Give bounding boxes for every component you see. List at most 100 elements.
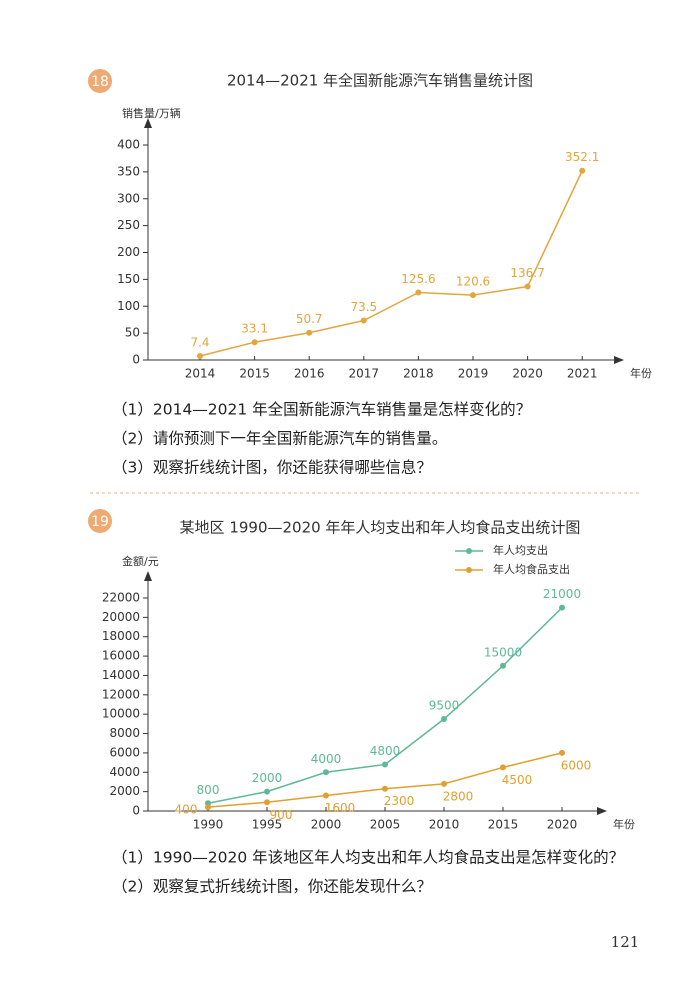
y-axis-label: 销售量/万辆 xyxy=(122,106,181,120)
value-label: 50.7 xyxy=(296,312,323,326)
y-axis-label: 金额/元 xyxy=(122,554,159,568)
y-tick-label: 14000 xyxy=(102,668,140,682)
point xyxy=(441,780,447,787)
question: （2）观察复式折线统计图，你还能发现什么？ xyxy=(112,878,432,896)
problem-badge xyxy=(88,69,112,93)
question: （1）1990—2020 年该地区年人均支出和年人均食品支出是怎样变化的？ xyxy=(112,849,624,867)
value-label: 125.6 xyxy=(401,272,435,286)
y-tick-label: 400 xyxy=(117,138,140,152)
point xyxy=(205,804,211,811)
value-label: 4000 xyxy=(311,752,342,766)
y-tick-label: 50 xyxy=(125,326,140,340)
x-tick-label: 2016 xyxy=(294,367,325,381)
value-label: 73.5 xyxy=(350,300,377,314)
y-tick-label: 12000 xyxy=(102,687,140,701)
value-label: 352.1 xyxy=(565,150,599,164)
point xyxy=(559,749,565,756)
value-label: 7.4 xyxy=(190,336,209,350)
value-label: 120.6 xyxy=(456,275,490,289)
problem-number: 18 xyxy=(91,74,109,90)
legend-marker xyxy=(466,548,472,554)
value-label: 136.7 xyxy=(510,266,544,280)
x-tick-label: 2000 xyxy=(311,818,342,832)
problem-number: 19 xyxy=(91,514,109,530)
y-axis-arrow xyxy=(144,571,152,581)
y-tick-label: 0 xyxy=(132,353,140,367)
value-label: 800 xyxy=(197,783,220,797)
value-label: 4800 xyxy=(370,744,401,758)
question: （1）2014—2021 年全国新能源汽车销售量是怎样变化的？ xyxy=(112,401,531,419)
point xyxy=(470,292,476,299)
x-tick-label: 1995 xyxy=(252,818,283,832)
value-label: 2800 xyxy=(443,789,474,803)
point xyxy=(306,329,313,336)
y-tick-label: 6000 xyxy=(109,745,140,759)
point xyxy=(323,792,329,799)
y-tick-label: 100 xyxy=(117,299,140,313)
x-axis-arrow xyxy=(614,356,624,364)
value-label: 6000 xyxy=(561,758,592,772)
chart-title: 2014—2021 年全国新能源汽车销售量统计图 xyxy=(227,72,533,90)
legend-marker xyxy=(466,567,472,573)
point xyxy=(197,353,203,360)
x-tick-label: 1990 xyxy=(193,818,224,832)
value-label: 2000 xyxy=(252,771,283,785)
y-tick-label: 10000 xyxy=(102,707,140,721)
question: （2）请你预测下一年全国新能源汽车的销售量。 xyxy=(112,430,447,448)
point xyxy=(415,289,422,296)
point xyxy=(323,769,329,776)
point xyxy=(500,764,506,771)
point xyxy=(251,339,258,346)
question: （3）观察折线统计图，你还能获得哪些信息？ xyxy=(112,459,432,477)
y-tick-label: 4000 xyxy=(109,765,140,779)
x-tick-label: 2015 xyxy=(239,367,270,381)
value-label: 2300 xyxy=(384,794,415,808)
x-axis-label: 年份 xyxy=(630,366,652,380)
x-tick-label: 2005 xyxy=(370,818,401,832)
point xyxy=(441,716,447,723)
point xyxy=(382,761,388,768)
line xyxy=(199,170,583,357)
point xyxy=(579,167,586,174)
x-axis-arrow xyxy=(597,807,607,815)
value-label: 15000 xyxy=(484,645,522,659)
y-tick-label: 350 xyxy=(117,164,140,178)
y-tick-label: 8000 xyxy=(109,726,140,740)
point xyxy=(524,283,531,290)
x-tick-label: 2019 xyxy=(458,367,489,381)
legend-label: 年人均支出 xyxy=(493,543,548,557)
point xyxy=(264,788,270,795)
problem-badge xyxy=(88,509,112,533)
point xyxy=(360,317,367,324)
y-tick-label: 20000 xyxy=(102,610,140,624)
y-tick-label: 250 xyxy=(117,218,140,232)
x-tick-label: 2020 xyxy=(547,818,578,832)
y-tick-label: 150 xyxy=(117,272,140,286)
x-axis-label: 年份 xyxy=(613,817,635,831)
value-label: 9500 xyxy=(429,699,460,713)
y-tick-label: 2000 xyxy=(109,784,140,798)
y-tick-label: 18000 xyxy=(102,629,140,643)
x-tick-label: 2015 xyxy=(488,818,519,832)
x-tick-label: 2014 xyxy=(185,367,216,381)
value-label: 4500 xyxy=(502,773,533,787)
y-tick-label: 16000 xyxy=(102,649,140,663)
x-tick-label: 2021 xyxy=(567,367,598,381)
x-tick-label: 2020 xyxy=(512,367,543,381)
point xyxy=(500,662,506,669)
y-tick-label: 300 xyxy=(117,191,140,205)
legend-label: 年人均食品支出 xyxy=(493,562,570,576)
value-label: 400 xyxy=(175,803,198,817)
x-tick-label: 2018 xyxy=(403,367,434,381)
y-axis-arrow xyxy=(144,118,152,128)
x-tick-label: 2017 xyxy=(349,367,380,381)
y-tick-label: 200 xyxy=(117,245,140,259)
point xyxy=(382,785,388,792)
value-label: 1600 xyxy=(325,801,356,815)
value-label: 900 xyxy=(270,808,293,822)
value-label: 33.1 xyxy=(241,322,268,336)
value-label: 21000 xyxy=(543,587,581,601)
x-tick-label: 2010 xyxy=(429,818,460,832)
y-tick-label: 22000 xyxy=(102,591,140,605)
